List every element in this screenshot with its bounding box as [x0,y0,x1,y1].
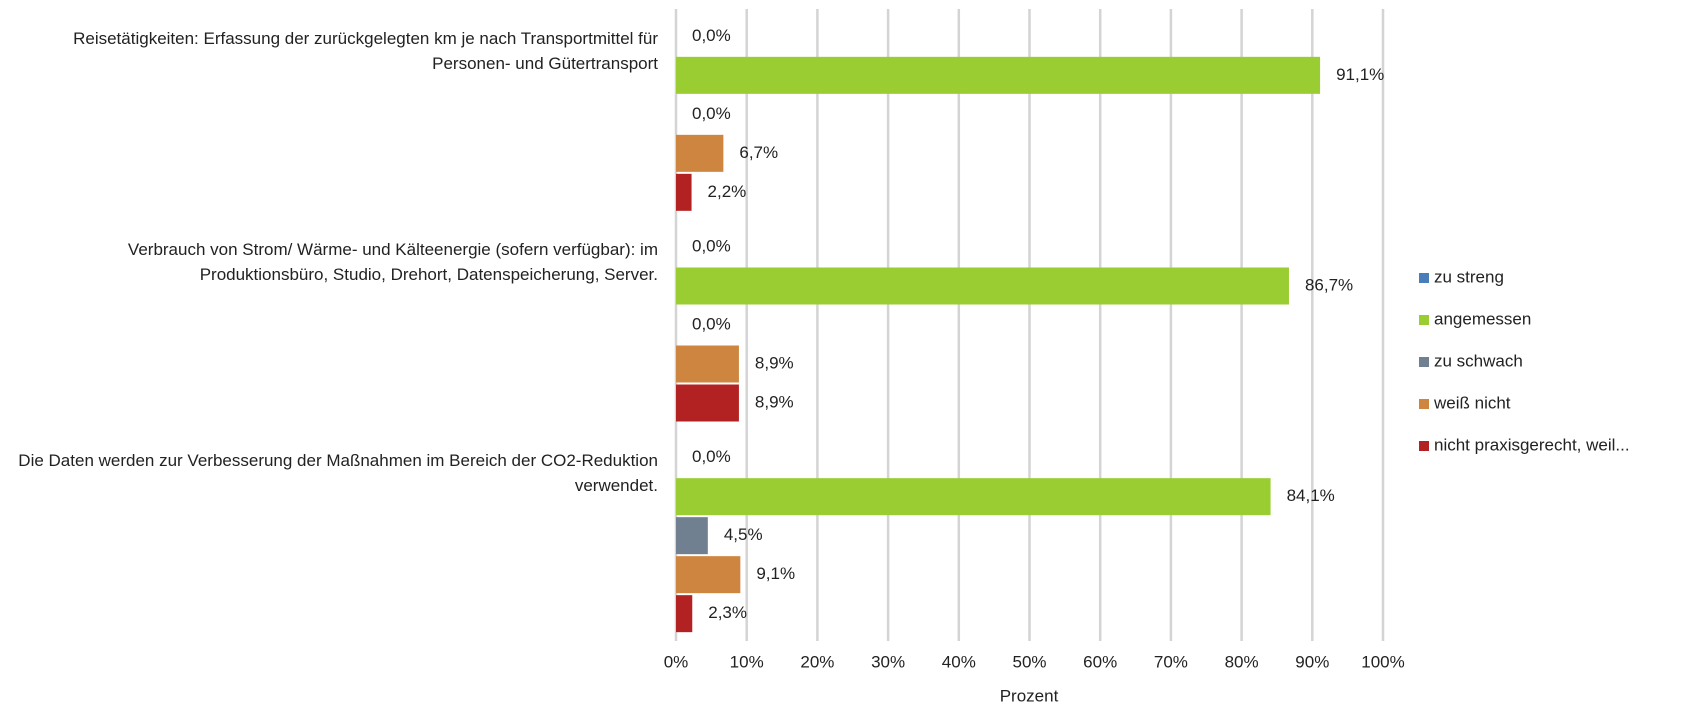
x-axis-label: Prozent [1000,686,1059,705]
legend-swatch [1419,441,1429,451]
legend-swatch [1419,399,1429,409]
category-label: Die Daten werden zur Verbesserung der Ma… [18,450,658,495]
value-label: 2,3% [708,603,747,622]
category-label: Reisetätigkeiten: Erfassung der zurückge… [73,29,658,74]
x-tick-label: 0% [664,652,689,671]
value-label: 91,1% [1336,65,1384,84]
legend-label: angemessen [1434,309,1531,328]
bar [676,173,692,211]
x-tick-label: 50% [1012,652,1046,671]
bar [676,556,741,594]
value-label: 2,2% [708,182,747,201]
bar [676,517,708,555]
x-tick-label: 40% [942,652,976,671]
legend-label: weiß nicht [1433,393,1511,412]
x-tick-label: 80% [1225,652,1259,671]
bar [676,267,1289,305]
bar [676,56,1321,94]
value-label: 4,5% [724,525,763,544]
legend-label: zu streng [1434,267,1504,286]
value-label: 0,0% [692,104,731,123]
value-label: 0,0% [692,26,731,45]
legend-swatch [1419,357,1429,367]
x-tick-label: 10% [730,652,764,671]
x-tick-label: 60% [1083,652,1117,671]
value-label: 84,1% [1287,486,1335,505]
value-label: 6,7% [739,143,778,162]
value-label: 0,0% [692,314,731,333]
bar [676,384,739,422]
x-tick-label: 70% [1154,652,1188,671]
legend-swatch [1419,273,1429,283]
value-label: 8,9% [755,353,794,372]
value-label: 8,9% [755,392,794,411]
value-label: 0,0% [692,447,731,466]
x-tick-label: 30% [871,652,905,671]
bar [676,595,693,633]
value-label: 9,1% [756,564,795,583]
value-label: 86,7% [1305,275,1353,294]
x-tick-label: 100% [1361,652,1404,671]
x-tick-label: 20% [800,652,834,671]
bar [676,478,1271,516]
legend-label: nicht praxisgerecht, weil... [1434,435,1630,454]
bar [676,134,724,172]
legend-swatch [1419,315,1429,325]
category-label: Verbrauch von Strom/ Wärme- und Kälteene… [127,240,658,284]
x-tick-label: 90% [1295,652,1329,671]
legend-label: zu schwach [1434,351,1523,370]
bar [676,345,739,383]
value-label: 0,0% [692,236,731,255]
